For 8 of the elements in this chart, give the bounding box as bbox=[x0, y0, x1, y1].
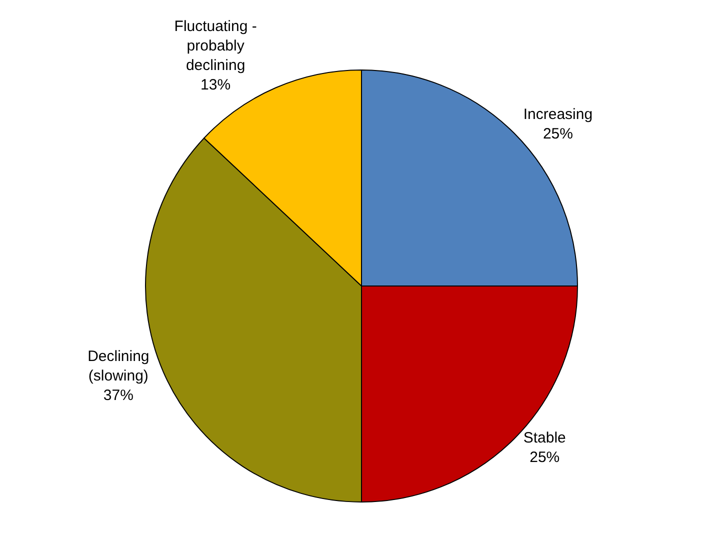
data-label: 37% bbox=[103, 387, 134, 404]
data-label: 25% bbox=[530, 449, 560, 466]
data-label: 25% bbox=[542, 125, 573, 142]
slice-label: Stable bbox=[523, 430, 566, 447]
slice-label: Increasing bbox=[523, 106, 593, 123]
slice-label: Declining (slowing) bbox=[88, 348, 150, 385]
slice-label: Fluctuating - probably declining bbox=[174, 18, 257, 74]
data-label: 13% bbox=[200, 76, 231, 94]
